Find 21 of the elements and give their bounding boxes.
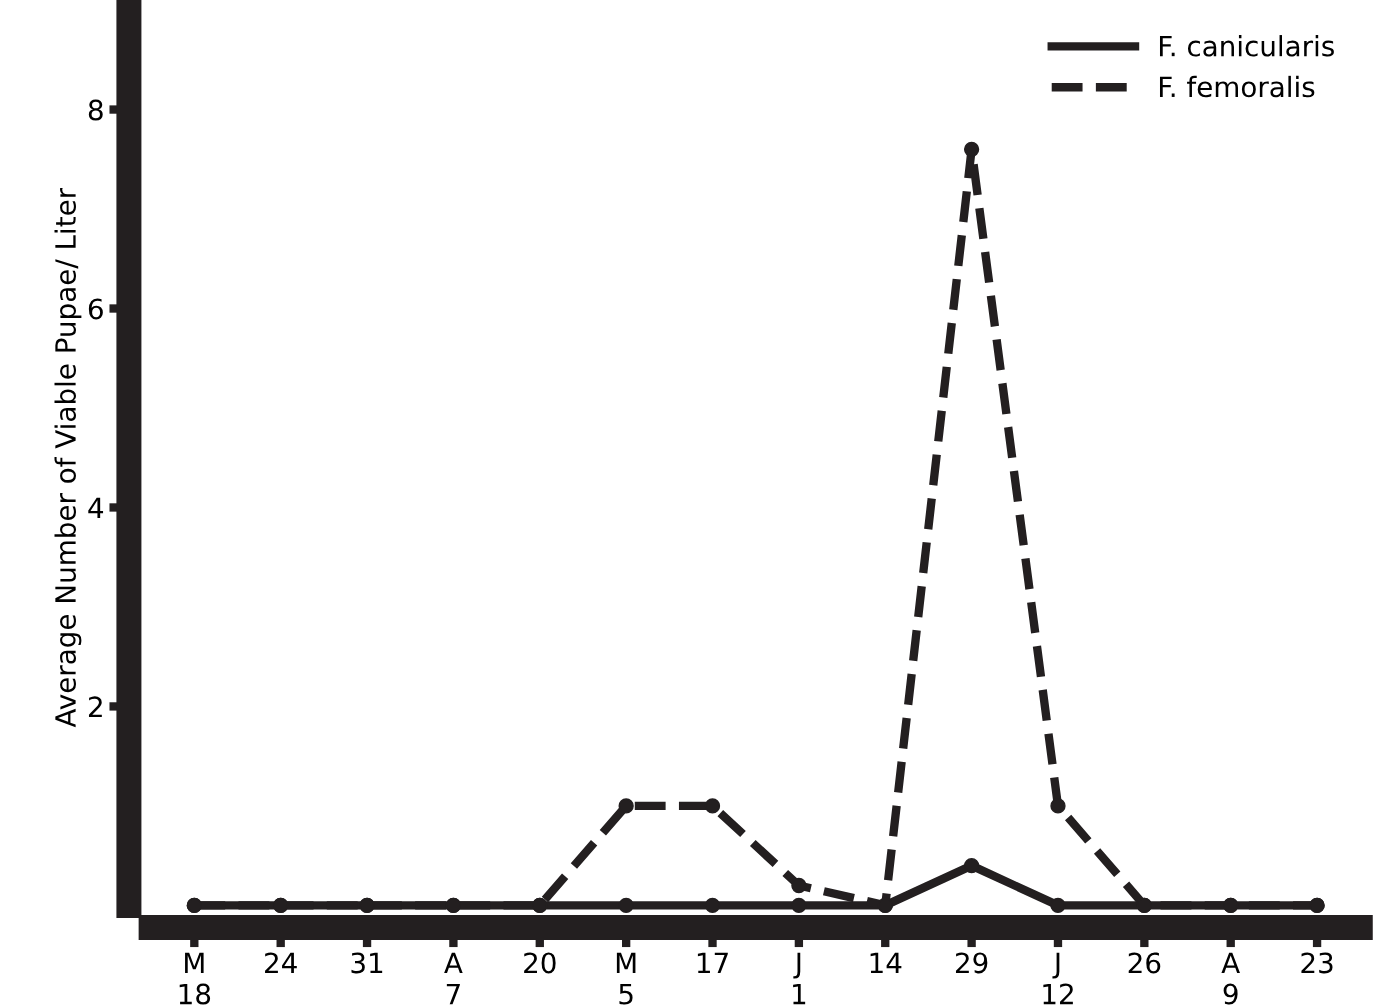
x-tick-label: A 9: [1221, 952, 1240, 1005]
x-tick-label: M 5: [616, 952, 636, 1005]
x-tick-label: 29: [955, 952, 988, 974]
x-tick-label: 23: [1301, 952, 1333, 974]
x-tick-label: 14: [870, 952, 902, 974]
y-tick-label: 8: [88, 99, 103, 121]
legend-label: F. femoralis: [1159, 75, 1315, 98]
x-tick-label: A 7: [444, 952, 463, 1005]
y-tick-label: 4: [88, 497, 104, 519]
x-tick-label: 17: [697, 952, 728, 974]
x-tick-label: 20: [524, 952, 556, 974]
x-tick-label: J 1: [793, 952, 806, 1005]
y-axis-title: Average Number of Viable Pupae/ Liter: [54, 187, 82, 728]
x-tick-label: 31: [351, 952, 383, 974]
legend-label: F. canicularis: [1159, 35, 1334, 57]
x-tick-label: M 18: [179, 952, 211, 1005]
x-tick-label: J 12: [1043, 952, 1073, 1005]
x-tick-label: 24: [265, 952, 297, 974]
x-tick-label: 26: [1128, 952, 1161, 974]
y-tick-label: 6: [88, 298, 103, 320]
y-tick-label: 2: [88, 696, 102, 717]
